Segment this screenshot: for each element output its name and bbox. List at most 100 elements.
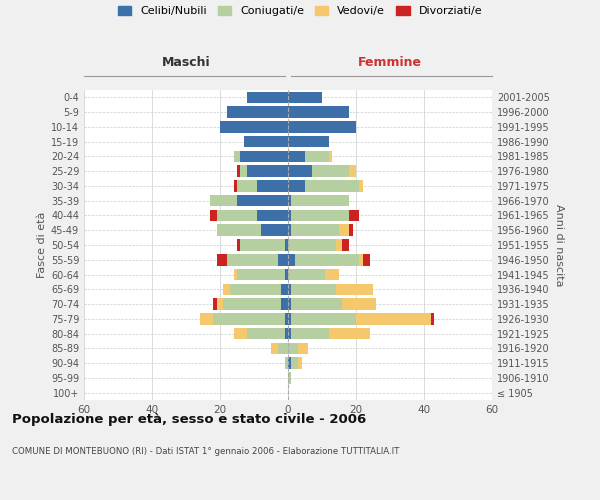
Text: COMUNE DI MONTEBUONO (RI) - Dati ISTAT 1° gennaio 2006 - Elaborazione TUTTITALIA: COMUNE DI MONTEBUONO (RI) - Dati ISTAT 1… (12, 448, 400, 456)
Bar (261, 224, 288, 236)
Bar (292, 358, 298, 369)
Text: Maschi: Maschi (161, 56, 211, 69)
Bar (325, 269, 339, 280)
Bar (288, 254, 295, 266)
Bar (339, 224, 349, 236)
Bar (359, 254, 363, 266)
Bar (288, 358, 292, 369)
Bar (288, 269, 325, 280)
Bar (292, 195, 349, 206)
Bar (288, 328, 292, 340)
Bar (288, 224, 292, 236)
Bar (217, 224, 261, 236)
Bar (200, 313, 213, 324)
Bar (237, 269, 284, 280)
Bar (349, 210, 359, 221)
Bar (284, 358, 288, 369)
Bar (359, 180, 363, 192)
Bar (335, 284, 373, 295)
Bar (278, 342, 288, 354)
Text: Popolazione per età, sesso e stato civile - 2006: Popolazione per età, sesso e stato civil… (12, 412, 366, 426)
Bar (213, 298, 217, 310)
Bar (233, 180, 237, 192)
Bar (271, 342, 278, 354)
Y-axis label: Fasce di età: Fasce di età (37, 212, 47, 278)
Bar (288, 121, 356, 132)
Bar (288, 136, 329, 147)
Bar (241, 166, 247, 177)
Bar (237, 180, 257, 192)
Bar (343, 298, 376, 310)
Bar (284, 328, 288, 340)
Bar (335, 239, 343, 251)
Bar (288, 372, 292, 384)
Bar (257, 180, 288, 192)
Bar (288, 180, 305, 192)
Bar (288, 92, 322, 103)
Bar (312, 166, 349, 177)
Bar (292, 224, 339, 236)
Bar (227, 106, 288, 118)
Bar (210, 210, 217, 221)
Text: Femmine: Femmine (358, 56, 422, 69)
Legend: Celibi/Nubili, Coniugati/e, Vedovi/e, Divorziati/e: Celibi/Nubili, Coniugati/e, Vedovi/e, Di… (118, 6, 482, 16)
Bar (284, 239, 288, 251)
Bar (210, 195, 237, 206)
Bar (288, 342, 298, 354)
Bar (356, 313, 431, 324)
Bar (305, 180, 359, 192)
Bar (230, 284, 281, 295)
Bar (233, 269, 237, 280)
Bar (284, 269, 288, 280)
Bar (288, 106, 349, 118)
Bar (284, 313, 288, 324)
Bar (288, 195, 292, 206)
Bar (431, 313, 434, 324)
Bar (292, 210, 349, 221)
Bar (241, 239, 284, 251)
Bar (237, 195, 288, 206)
Bar (329, 328, 370, 340)
Bar (343, 239, 349, 251)
Bar (217, 254, 227, 266)
Bar (223, 284, 230, 295)
Bar (244, 136, 288, 147)
Bar (292, 313, 356, 324)
Bar (298, 342, 308, 354)
Bar (305, 150, 329, 162)
Bar (288, 298, 292, 310)
Bar (278, 254, 288, 266)
Bar (217, 210, 257, 221)
Bar (288, 150, 305, 162)
Bar (295, 254, 359, 266)
Bar (247, 92, 288, 103)
Bar (288, 239, 335, 251)
Bar (349, 224, 353, 236)
Bar (288, 313, 292, 324)
Bar (247, 328, 284, 340)
Bar (363, 254, 370, 266)
Bar (292, 328, 329, 340)
Bar (247, 166, 288, 177)
Bar (281, 284, 288, 295)
Bar (292, 298, 343, 310)
Bar (237, 239, 241, 251)
Bar (237, 166, 241, 177)
Y-axis label: Anni di nascita: Anni di nascita (554, 204, 564, 286)
Bar (227, 254, 278, 266)
Bar (233, 150, 241, 162)
Bar (217, 298, 223, 310)
Bar (233, 328, 247, 340)
Bar (223, 298, 281, 310)
Bar (292, 284, 335, 295)
Bar (220, 121, 288, 132)
Bar (281, 298, 288, 310)
Bar (288, 284, 292, 295)
Bar (288, 166, 312, 177)
Bar (213, 313, 284, 324)
Bar (349, 166, 356, 177)
Bar (298, 358, 302, 369)
Bar (257, 210, 288, 221)
Bar (241, 150, 288, 162)
Bar (329, 150, 332, 162)
